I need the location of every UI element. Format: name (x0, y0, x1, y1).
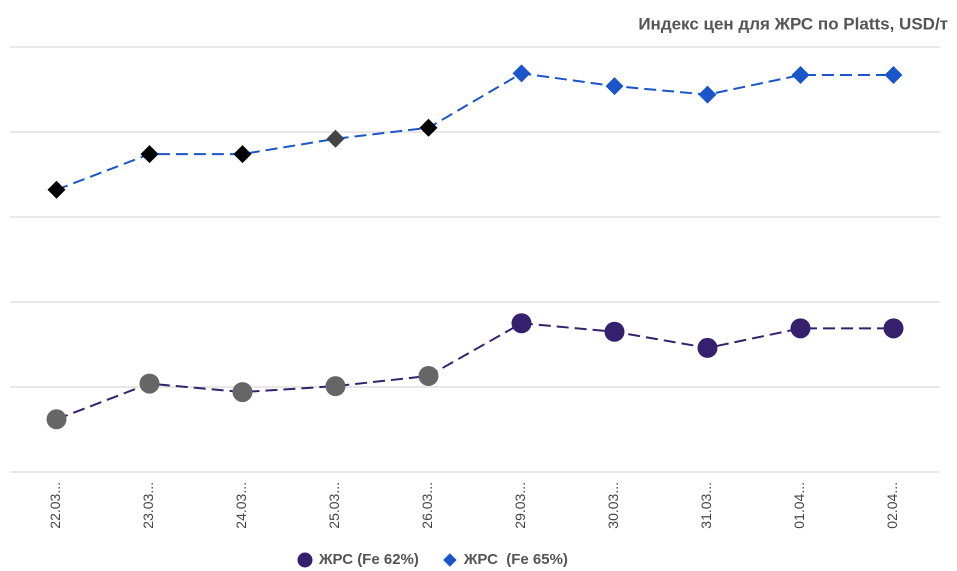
data-point (605, 77, 624, 96)
data-point (233, 145, 252, 164)
x-tick-label: 25.03... (326, 482, 342, 529)
data-point (604, 321, 625, 342)
legend-marker (297, 552, 313, 568)
data-point (47, 180, 66, 199)
chart-title: Индекс цен для ЖРС по Platts, USD/т (638, 14, 948, 33)
data-point (790, 318, 811, 339)
data-point (883, 318, 904, 339)
data-point (791, 66, 810, 85)
x-tick-label: 02.04... (884, 482, 900, 529)
series-line (56, 322, 894, 421)
series-line (56, 72, 894, 191)
data-point (46, 409, 67, 430)
data-point (698, 85, 717, 104)
x-tick-label: 23.03... (140, 482, 156, 529)
x-tick-label: 26.03... (419, 482, 435, 529)
x-tick-label: 31.03... (698, 482, 714, 529)
x-tick-label: 24.03... (233, 482, 249, 529)
data-point (232, 382, 253, 403)
data-point (511, 313, 532, 334)
data-point (884, 66, 903, 85)
data-point (419, 118, 438, 137)
data-point (326, 129, 345, 148)
x-tick-label: 30.03... (605, 482, 621, 529)
data-point (697, 337, 718, 358)
legend-marker (443, 553, 457, 567)
x-tick-label: 29.03... (512, 482, 528, 529)
x-tick-label: 22.03... (47, 482, 63, 529)
data-point (325, 376, 346, 397)
x-tick-label: 01.04... (791, 482, 807, 529)
legend-label: ЖРС (Fe 62%) (318, 551, 419, 568)
legend-label: ЖРС (Fe 65%) (463, 551, 568, 568)
data-point (512, 64, 531, 83)
data-point (140, 145, 159, 164)
data-point (139, 373, 160, 394)
data-point (418, 365, 439, 386)
